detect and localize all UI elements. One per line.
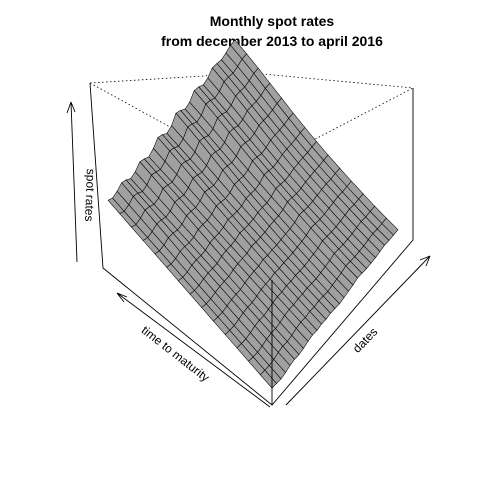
dates-axis-label: dates xyxy=(350,325,380,356)
spot-rates-axis-arrow xyxy=(66,101,78,263)
bounding-box-front xyxy=(89,82,414,406)
box-visible-edges xyxy=(89,82,414,406)
dates-axis-arrow xyxy=(285,255,431,406)
chart-title: Monthly spot rates xyxy=(210,13,335,29)
spot-rates-axis-label: spot rates xyxy=(82,169,98,222)
axis-spot-rates: spot rates xyxy=(66,101,98,263)
maturity-axis-arrow xyxy=(116,292,271,408)
chart-subtitle: from december 2013 to april 2016 xyxy=(161,33,383,49)
maturity-axis-label: time to maturity xyxy=(139,323,212,385)
surface-mesh xyxy=(107,39,399,389)
